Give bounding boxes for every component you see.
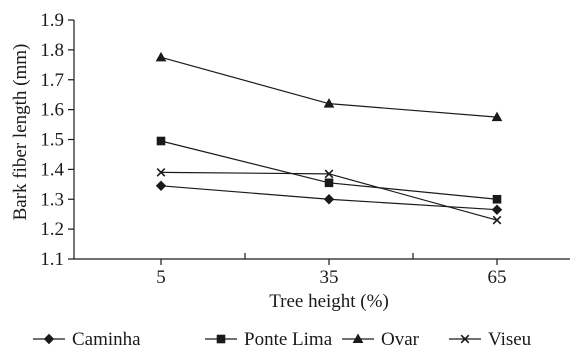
y-axis: 1.1 1.2 1.3 1.4 1.5 1.6 1.7 1.8 1.9 (40, 10, 75, 270)
y-tick-label: 1.9 (40, 10, 64, 31)
data-point-ovar (155, 51, 167, 62)
y-tick-label: 1.3 (40, 189, 64, 210)
y-axis-title: Bark fiber length (mm) (10, 44, 31, 221)
y-tick-label: 1.8 (40, 40, 64, 61)
legend-label: Viseu (488, 329, 532, 350)
series-ovar (155, 51, 503, 122)
data-point-viseu (492, 215, 502, 225)
legend-marker-viseu (460, 334, 470, 344)
cross-stroke (156, 167, 166, 177)
cross-stroke (492, 215, 502, 225)
data-point-ovar (323, 98, 335, 108)
data-point-ponte-lima (156, 136, 166, 146)
legend-label: Caminha (72, 329, 141, 350)
series-layer (155, 51, 503, 225)
y-tick-label: 1.4 (40, 159, 64, 180)
x-tick-label: 5 (156, 267, 166, 288)
cross-stroke (324, 169, 334, 179)
series-line-ovar (160, 56, 498, 118)
y-tick-label: 1.1 (40, 249, 64, 270)
legend-label: Ovar (381, 329, 420, 350)
legend: Caminha Ponte Lima Ovar Viseu (33, 329, 532, 350)
data-point-viseu (156, 167, 166, 177)
series-ponte-lima (156, 136, 502, 204)
series-line-ponte-lima (160, 140, 498, 200)
legend-item-caminha: Caminha (33, 329, 141, 350)
x-axis-title: Tree height (%) (269, 291, 389, 312)
data-point-caminha (491, 204, 503, 215)
data-point-caminha (155, 180, 167, 192)
legend-marker-ponte-lima (216, 334, 226, 344)
x-tick-label: 35 (320, 267, 339, 288)
legend-item-viseu: Viseu (449, 329, 532, 350)
data-point-caminha (323, 194, 335, 205)
data-point-ponte-lima (492, 194, 502, 204)
y-tick-label: 1.6 (40, 100, 64, 121)
legend-marker-caminha (43, 333, 55, 345)
data-point-viseu (324, 169, 334, 179)
y-tick-label: 1.7 (40, 70, 64, 91)
y-tick-label: 1.2 (40, 219, 64, 240)
data-point-ponte-lima (324, 178, 334, 188)
legend-label: Ponte Lima (244, 329, 333, 350)
x-tick-label: 65 (488, 267, 507, 288)
cross-stroke (460, 334, 470, 344)
legend-item-ponte-lima: Ponte Lima (205, 329, 333, 350)
series-caminha (155, 180, 503, 215)
y-tick-label: 1.5 (40, 130, 64, 151)
legend-marker-ovar (352, 333, 364, 343)
x-axis: 5 35 65 (74, 253, 570, 288)
legend-item-ovar: Ovar (342, 329, 420, 350)
data-point-ovar (491, 111, 503, 122)
series-viseu (156, 167, 502, 225)
